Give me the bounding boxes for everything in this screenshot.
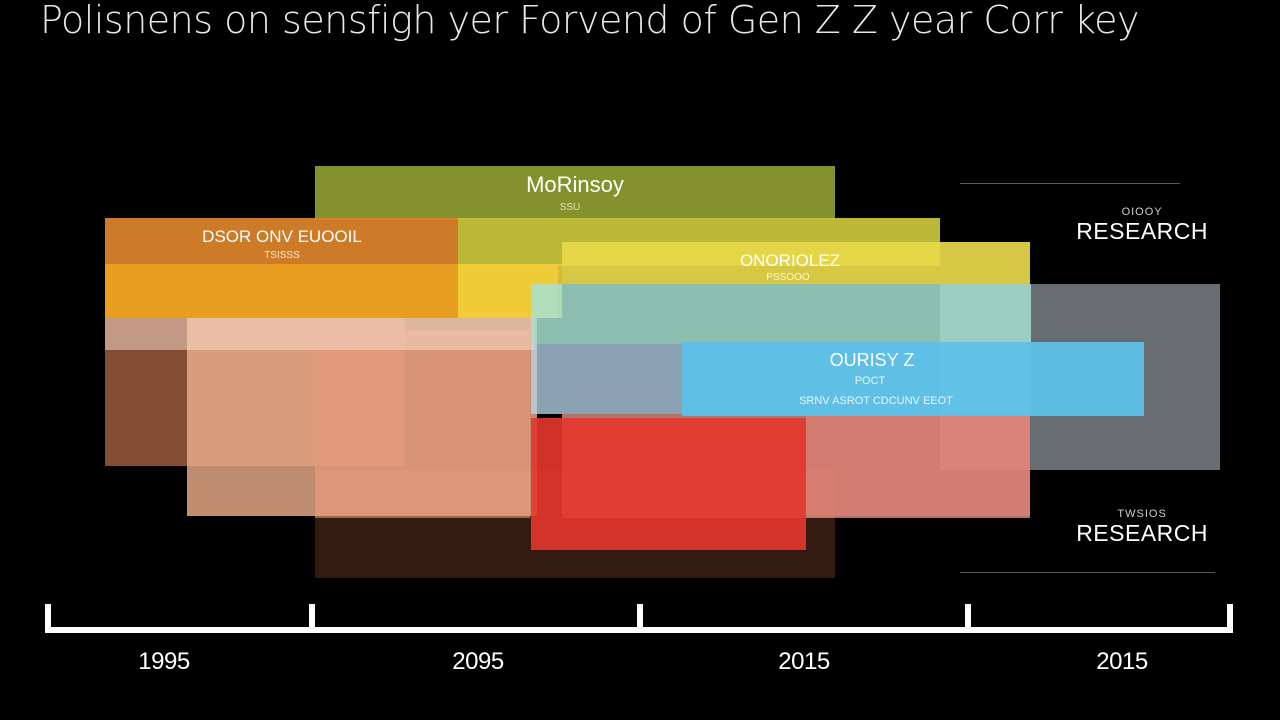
- band-label-orange: DSOR ONV EUOOIL: [202, 227, 362, 246]
- side-rule-bottom: [960, 572, 1215, 573]
- side-label-top: OIOOY RESEARCH: [1076, 206, 1208, 245]
- side-top-small: OIOOY: [1121, 206, 1163, 218]
- band-orange-top: [105, 218, 458, 264]
- side-top-big: RESEARCH: [1076, 218, 1208, 244]
- band-sublabel-orange: TSISSS: [264, 250, 300, 261]
- band-yellow: [562, 242, 1030, 284]
- band-sublabel-olive: SSU: [560, 202, 581, 213]
- band-label-blue: OURISY Z: [830, 350, 915, 370]
- band-salmon-mid: [315, 330, 530, 518]
- band-label-yellow: ONORIOLEZ: [740, 251, 840, 270]
- band-light-strip: [105, 318, 535, 350]
- band-blue: [682, 342, 1144, 416]
- band-red-center: [531, 418, 806, 550]
- side-label-bottom: TWSIOS RESEARCH: [1076, 508, 1208, 547]
- band-olive: [315, 166, 835, 220]
- band-sublabel-blue: POCT: [855, 375, 886, 387]
- side-bottom-big: RESEARCH: [1076, 520, 1208, 546]
- timeline-label-2: 2095: [452, 648, 504, 675]
- timeline-label-3: 2015: [778, 648, 830, 675]
- band-label-olive: MoRinsoy: [526, 172, 624, 197]
- band-sublabel-yellow: PSSOOO: [766, 272, 810, 283]
- chart-title: Polisnens on sensfigh yer Forvend of Gen…: [40, 0, 1140, 42]
- side-bottom-small: TWSIOS: [1117, 508, 1167, 520]
- band-teal: [531, 284, 1031, 344]
- timeline-label-4: 2015: [1096, 648, 1148, 675]
- band-sublabel2-blue: SRNV ASROT CDCUNV EEOT: [799, 395, 953, 407]
- timeline-label-1: 1995: [138, 648, 190, 675]
- side-rule-top: [960, 183, 1180, 184]
